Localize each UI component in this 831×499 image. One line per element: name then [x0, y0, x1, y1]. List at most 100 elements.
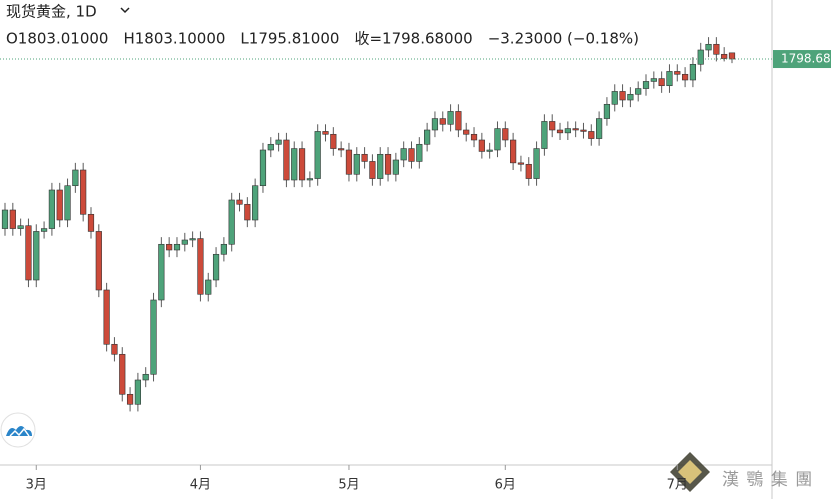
candle-body [33, 231, 40, 281]
candle-body [572, 128, 579, 131]
candle-body [252, 185, 259, 221]
candle-body [463, 129, 470, 135]
candle-body [361, 153, 368, 162]
candle-body [400, 148, 407, 161]
candle-body [541, 121, 548, 149]
candle-body [291, 148, 298, 181]
candle-body [588, 131, 595, 139]
candle-body [517, 162, 525, 165]
candle-body [447, 111, 454, 125]
ohlc-label: H1803.10000 [123, 30, 225, 48]
candle-body [314, 131, 321, 179]
candle-body [721, 53, 728, 59]
candle-body [80, 169, 87, 215]
ohlc-label: −3.23000 (−0.18%) [488, 30, 639, 48]
candle-body [596, 118, 603, 139]
candle-body [705, 43, 712, 51]
candle-body [658, 78, 665, 87]
candle-body [424, 129, 431, 145]
candle-body [40, 228, 48, 232]
x-tick-label: 3月 [26, 478, 47, 493]
candle-body [345, 149, 353, 175]
last-price-label: 1798.68 [781, 52, 831, 66]
candle-body [549, 121, 556, 131]
ohlc-label: L1795.81000 [240, 30, 339, 48]
candle-body [384, 153, 392, 175]
candle-body [236, 199, 243, 205]
candle-body [56, 189, 63, 221]
candle-body [650, 78, 657, 82]
candle-body [611, 91, 618, 105]
candle-body [681, 73, 689, 81]
candle-body [689, 63, 697, 81]
candle-body [556, 129, 564, 134]
candle-body [494, 128, 501, 151]
candle-body [220, 243, 227, 255]
candle-body [119, 353, 126, 395]
candle-body [166, 243, 173, 251]
candle-body [64, 185, 71, 221]
candle-body [533, 148, 540, 179]
candle-body [48, 189, 56, 229]
candle-body [486, 149, 493, 152]
dropdown-icon[interactable] [120, 7, 130, 14]
candle-body [95, 231, 102, 291]
candle-body [111, 343, 118, 355]
candle-body [330, 133, 337, 149]
candle-body [9, 209, 16, 229]
candle-body [142, 373, 149, 381]
candle-body [580, 129, 587, 132]
candle-body [627, 93, 634, 101]
candle-body [298, 148, 306, 181]
candle-body [283, 139, 290, 181]
candle-body [666, 71, 673, 87]
candle-body [510, 139, 517, 164]
x-tick-label: 4月 [190, 478, 211, 493]
candle-body [728, 52, 736, 60]
candle-body [72, 169, 79, 187]
candle-body [635, 88, 642, 95]
candle-body [416, 143, 423, 162]
candle-body [244, 203, 251, 221]
candle-body [502, 128, 509, 141]
candle-body [455, 111, 462, 131]
candle-body [150, 299, 157, 375]
candle-body [478, 139, 485, 152]
x-tick-label: 5月 [338, 478, 359, 493]
candle-body [525, 163, 532, 179]
candle-body [267, 143, 274, 151]
candle-body [392, 159, 399, 175]
x-tick-label: 7月 [667, 478, 688, 493]
watermark: 漢 鶚 集 團 [670, 452, 813, 492]
candle-body [369, 161, 376, 179]
candle-body [353, 153, 360, 175]
ohlc-header: O1803.01000 H1803.10000 L1795.81000 收=1798.… [6, 30, 639, 48]
candle-body [697, 49, 704, 65]
candle-body [642, 81, 650, 89]
candle-body [713, 43, 720, 55]
candle-body [197, 238, 204, 295]
candle-body [87, 213, 95, 232]
candle-body [205, 279, 212, 295]
last-price-box [773, 50, 831, 69]
x-tick-label: 6月 [495, 478, 516, 493]
candle-body [439, 118, 446, 125]
ohlc-label: O1803.01000 [6, 30, 108, 48]
candle-body [431, 118, 439, 131]
ohlc-label: 收=1798.68000 [354, 30, 472, 48]
chart-title: 现货黄金, 1D [6, 3, 97, 21]
candle-body [259, 149, 267, 187]
candle-body [322, 131, 329, 135]
candle-body [228, 199, 235, 245]
candle-body [134, 379, 141, 405]
candle-body [564, 128, 571, 134]
candle-body [377, 153, 384, 179]
candle-body [603, 103, 611, 119]
candle-body [181, 239, 188, 245]
candle-body [408, 148, 415, 162]
watermark-text: 漢 鶚 集 團 [722, 470, 813, 490]
plot-area [1, 37, 736, 412]
candle-body [338, 148, 345, 151]
